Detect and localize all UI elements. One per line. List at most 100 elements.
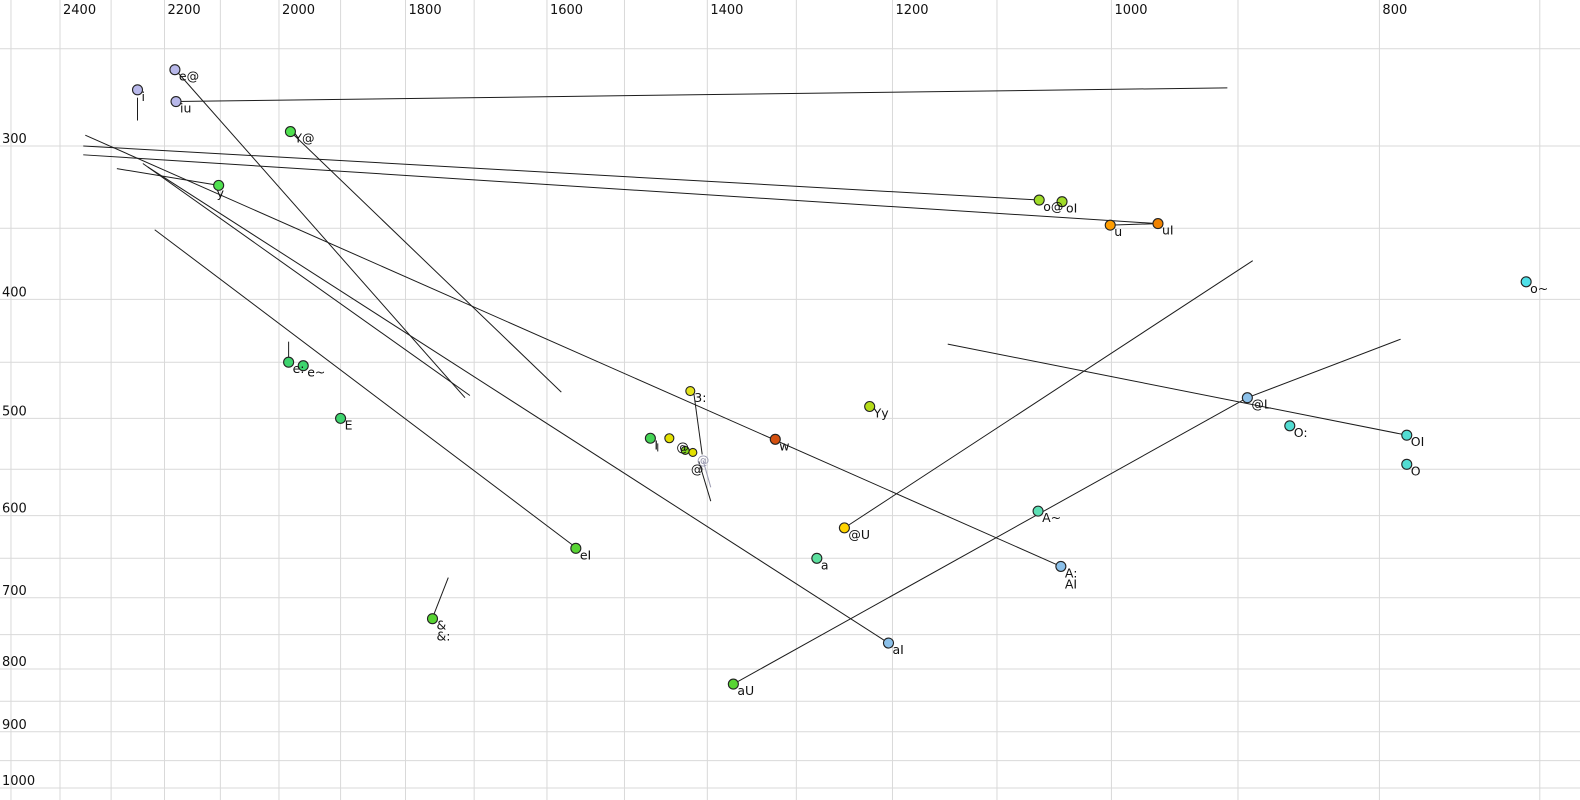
y-axis-tick-label-600: 600 <box>2 502 27 517</box>
vowel-point-@[interactable] <box>688 447 698 458</box>
vowel-label-O: O <box>1411 463 1421 478</box>
vowel-label-e@: e@ <box>179 69 199 84</box>
vowel-label-o~: o~ <box>1530 281 1548 296</box>
formant-trajectory-5 <box>291 133 562 393</box>
axis-tick-labels-layer: 2400 2200 2000 1800 1600 1400 1200 1000 800 300 40… <box>2 3 1407 789</box>
x-axis-tick-label-1000: 1000 <box>1114 3 1147 18</box>
formant-trajectory-6 <box>147 166 889 644</box>
vowel-label-@L: @L <box>1251 397 1271 412</box>
vowel-label-oI: oI <box>1066 201 1077 216</box>
vowel-label-Yy: Yy <box>873 406 890 421</box>
x-axis-tick-label-1600: 1600 <box>550 3 583 18</box>
vowel-point-oI[interactable] <box>1056 196 1068 208</box>
formant-trajectory-14 <box>693 392 703 455</box>
vowel-point-y[interactable] <box>213 179 225 191</box>
vowel-label-e:: e: <box>293 361 305 376</box>
vowel-point-Y@[interactable] <box>284 126 296 138</box>
vowel-point-a[interactable] <box>811 552 823 564</box>
vowel-label-@: @ <box>697 452 710 467</box>
formant-trajectory-10 <box>947 343 1407 436</box>
vowel-point-u[interactable] <box>1104 219 1116 231</box>
vowel-point-&[interactable] <box>426 613 439 625</box>
formant-trajectory-9 <box>85 134 1062 567</box>
formant-trajectory-21 <box>116 168 219 186</box>
vowel-point-aU[interactable] <box>727 678 739 690</box>
vowel-point-@[interactable] <box>664 433 675 444</box>
vowel-label-aU: aU <box>737 683 754 698</box>
vowel-label-@U: @U <box>848 527 870 542</box>
vowel-point-E[interactable] <box>335 412 347 424</box>
vowel-label-@: @ <box>676 439 689 454</box>
vowel-point-aI[interactable] <box>882 637 895 649</box>
formant-trajectory-11 <box>844 260 1254 529</box>
vowel-label-eI: eI <box>580 547 591 562</box>
x-axis-tick-label-1800: 1800 <box>409 3 442 18</box>
vowel-point-e:[interactable] <box>283 356 295 368</box>
y-axis-tick-label-800: 800 <box>2 655 27 670</box>
vowel-label-3:: 3: <box>694 390 706 405</box>
formant-trajectory-12 <box>733 397 1248 685</box>
vowel-point-@L[interactable] <box>1241 392 1253 404</box>
vowel-point-O:[interactable] <box>1284 420 1296 432</box>
vowel-point-e~[interactable] <box>297 360 309 372</box>
x-axis-tick-label-1200: 1200 <box>895 3 928 18</box>
y-axis-tick-label-400: 400 <box>2 285 27 300</box>
vowel-label-a: a <box>821 557 829 572</box>
formant-trajectory-19 <box>432 577 449 619</box>
x-axis-tick-label-2400: 2400 <box>63 3 96 18</box>
vowel-label-aI: aI <box>892 642 903 657</box>
vowel-label-&: & <box>436 618 446 633</box>
vowel-label-e~: e~ <box>307 365 325 380</box>
vowel-label-O:: O: <box>1294 425 1308 440</box>
vowel-point-iu[interactable] <box>170 95 182 108</box>
vowel-label-Y@: Y@ <box>293 131 314 146</box>
vowel-label-y: y <box>217 185 225 200</box>
vowel-points-layer <box>131 64 1532 690</box>
vowel-label-I: I <box>654 437 658 452</box>
formant-trajectory-1 <box>83 145 1040 201</box>
vowel-point-uI[interactable] <box>1152 218 1164 230</box>
x-axis-tick-label-2000: 2000 <box>282 3 315 18</box>
vowel-label-@: @ <box>691 461 704 476</box>
formant-trajectory-16 <box>702 460 712 488</box>
vowel-point-3:[interactable] <box>685 385 696 397</box>
vowel-point-A~[interactable] <box>1032 505 1044 517</box>
vowel-label-A~: A~ <box>1042 510 1061 525</box>
vowel-point-I[interactable] <box>644 432 656 444</box>
formant-trajectory-15 <box>698 461 712 502</box>
trajectory-lines-layer <box>83 71 1407 685</box>
formant-trajectory-8 <box>154 229 577 548</box>
vowel-point-@U[interactable] <box>838 522 850 534</box>
vowel-point-o~[interactable] <box>1520 276 1532 288</box>
y-axis-tick-label-900: 900 <box>2 718 27 733</box>
vowel-point-e@[interactable] <box>169 64 181 76</box>
vowel-label-iu: iu <box>180 101 191 116</box>
formant-trajectory-2 <box>83 154 1158 225</box>
vowel-point-O[interactable] <box>1401 458 1413 470</box>
vowel-label-w: w <box>779 438 789 453</box>
formant-trajectory-7 <box>142 163 471 396</box>
vowel-point-w[interactable] <box>769 433 781 445</box>
x-axis-tick-label-1400: 1400 <box>710 3 743 18</box>
vowel-label-A:: A: <box>1065 565 1078 580</box>
vowel-label-uI: uI <box>1162 223 1174 238</box>
formant-trajectory-3 <box>1110 223 1158 226</box>
x-axis-tick-label-800: 800 <box>1382 3 1407 18</box>
vowel-point-o@[interactable] <box>1033 194 1045 206</box>
vowel-point-OI[interactable] <box>1401 429 1413 441</box>
y-axis-tick-label-1000: 1000 <box>2 774 35 789</box>
vowel-labels-layer: ie@iuY@ye: e~EeI&&:aU3:I @@@wYy@UaaIA~A:AI… <box>142 69 1549 698</box>
vowel-point-i[interactable] <box>131 84 144 96</box>
vowel-point-Yy[interactable] <box>864 400 876 413</box>
vowel-label-o@: o@ <box>1043 199 1063 214</box>
vowel-point-eI[interactable] <box>570 542 582 554</box>
y-axis-tick-label-500: 500 <box>2 404 27 419</box>
vowel-point-A:[interactable] <box>1055 560 1067 572</box>
formant-trajectory-4 <box>176 71 466 399</box>
y-axis-tick-label-300: 300 <box>2 132 27 147</box>
y-axis-tick-label-700: 700 <box>2 584 27 599</box>
formant-trajectory-13 <box>1247 338 1401 399</box>
